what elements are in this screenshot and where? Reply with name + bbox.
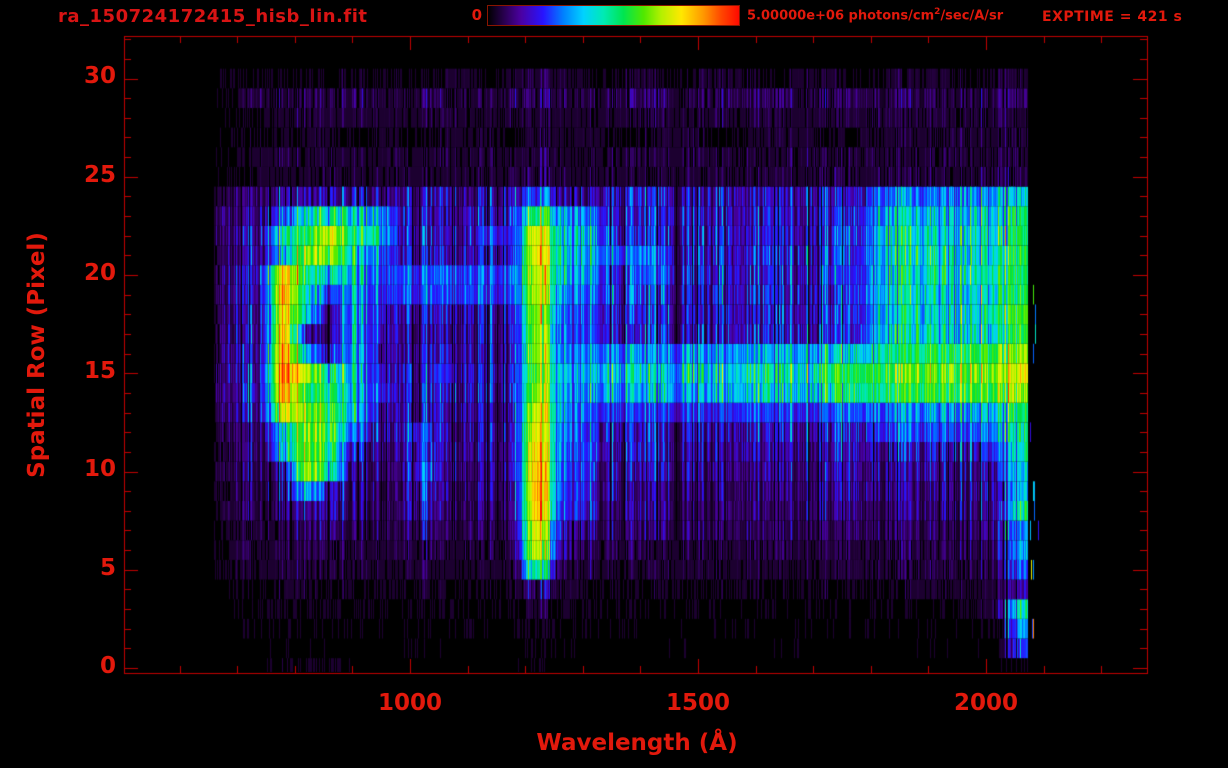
x-tick-label-1500: 1500	[665, 690, 730, 716]
colorbar-max-value: 5.00000e+06	[747, 8, 845, 24]
y-axis-title: Spatial Row (Pixel)	[24, 232, 50, 478]
y-tick-label-5: 5	[99, 555, 116, 581]
x-tick-label-1000: 1000	[377, 690, 442, 716]
y-tick-label-0: 0	[99, 653, 116, 679]
y-tick-label-20: 20	[83, 260, 116, 286]
exptime-label: EXPTIME = 421 s	[1042, 9, 1183, 25]
x-axis-title: Wavelength (Å)	[536, 730, 738, 756]
y-tick-label-15: 15	[83, 358, 116, 384]
plot-title: ra_150724172415_hisb_lin.fit	[58, 6, 368, 27]
colorbar-units-post: /sec/A/sr	[940, 8, 1004, 24]
x-tick-label-2000: 2000	[953, 690, 1018, 716]
y-tick-label-25: 25	[83, 162, 116, 188]
colorbar-max-label: 5.00000e+06 photons/cm2/sec/A/sr	[747, 7, 1003, 23]
y-tick-label-10: 10	[83, 456, 116, 482]
colorbar-units: photons/cm	[844, 8, 935, 24]
colorbar-units-sup: 2	[934, 7, 941, 17]
colorbar-gradient	[487, 5, 740, 26]
colorbar-min-label: 0	[471, 6, 482, 24]
y-tick-label-30: 30	[83, 63, 116, 89]
